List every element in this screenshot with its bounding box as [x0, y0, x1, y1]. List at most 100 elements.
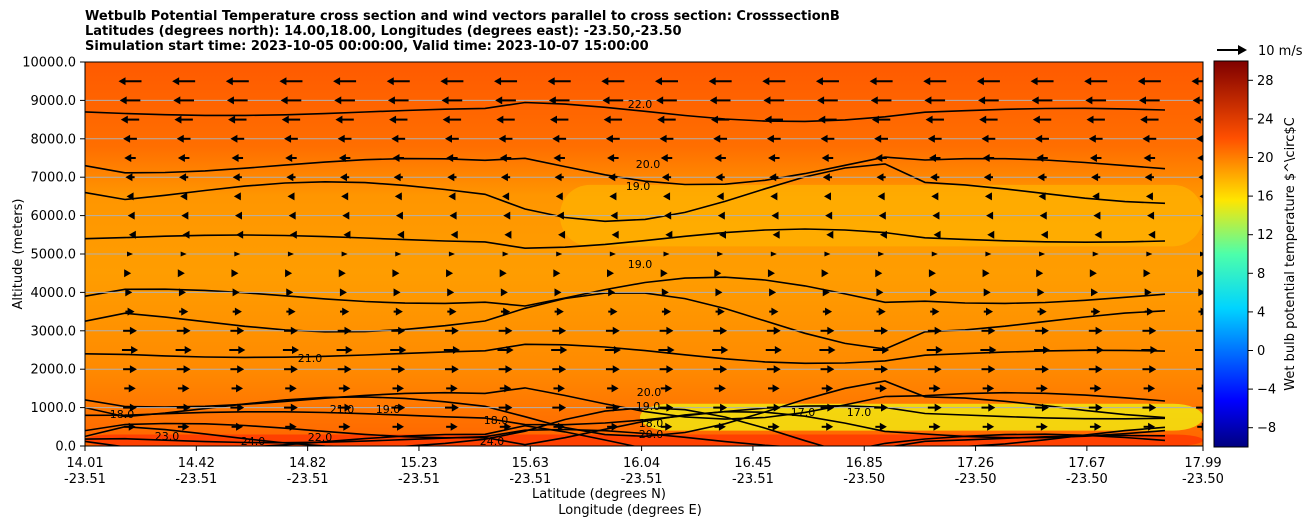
wind-vector	[124, 422, 136, 431]
wind-vector	[986, 211, 994, 220]
wind-vector	[500, 307, 511, 316]
wind-vector	[447, 307, 457, 316]
wind-vector	[1142, 326, 1157, 335]
wind-vector	[982, 422, 995, 431]
wind-vector	[232, 173, 242, 182]
wind-vector	[1088, 326, 1103, 335]
x-tick-label-lat: 15.23	[400, 456, 437, 471]
wind-vector	[713, 134, 728, 143]
wind-vector	[1144, 288, 1152, 297]
wind-vector	[338, 154, 351, 162]
wind-vector	[818, 115, 837, 124]
wind-vector	[769, 307, 779, 316]
wind-vector	[611, 230, 619, 239]
wind-vector	[448, 251, 455, 257]
wind-vector	[392, 384, 404, 393]
wind-vector	[1142, 365, 1157, 374]
wind-vector	[387, 96, 409, 105]
wind-vector	[715, 307, 725, 316]
wind-vector	[499, 422, 512, 431]
wind-vector	[659, 365, 674, 374]
wind-vector	[821, 422, 834, 431]
wind-vector	[338, 422, 351, 431]
title-line-1: Wetbulb Potential Temperature cross sect…	[85, 9, 840, 24]
wind-vector	[392, 269, 400, 278]
wind-vector	[341, 251, 348, 257]
colorbar-gradient	[1213, 60, 1249, 448]
wind-vector	[1088, 134, 1103, 143]
wind-vector	[1191, 77, 1203, 86]
wind-vector	[1192, 96, 1203, 105]
wind-vector	[659, 134, 674, 143]
wind-vector	[285, 422, 297, 431]
wind-vector	[766, 403, 781, 412]
colorbar-tick-label: 16	[1257, 190, 1274, 205]
wind-vector	[608, 173, 618, 182]
x-tick-label-lon: -23.50	[843, 472, 885, 487]
wind-vector	[1086, 115, 1105, 124]
wind-vector	[869, 77, 893, 86]
wind-vector	[607, 269, 614, 278]
wind-vector	[494, 77, 518, 86]
wind-vector	[554, 173, 564, 182]
wind-vector	[931, 192, 939, 201]
title-line-2: Latitudes (degrees north): 14.00,18.00, …	[85, 24, 682, 39]
x-tick-label-lat: 17.99	[1184, 456, 1221, 471]
wind-vector	[605, 134, 620, 143]
plot-area	[85, 62, 1203, 446]
wind-vector	[177, 269, 185, 278]
wind-vector	[764, 115, 783, 124]
quiver-key-label: 10 m/s	[1258, 44, 1303, 59]
contour-line	[85, 406, 1166, 446]
wind-vector	[502, 251, 509, 257]
wind-vector	[766, 134, 781, 143]
wind-vector	[1199, 194, 1203, 199]
wind-vector	[871, 115, 891, 124]
wind-vector	[877, 192, 885, 201]
wind-vector	[1092, 192, 1100, 201]
wind-vector	[394, 192, 402, 201]
wind-vector	[607, 154, 619, 162]
wind-vector	[338, 269, 346, 278]
contour-label: 21.0	[298, 352, 323, 365]
wind-vector	[605, 326, 620, 335]
wind-vector	[499, 269, 507, 278]
wind-vector	[236, 230, 244, 239]
wind-vector	[225, 77, 249, 86]
wind-vector	[126, 192, 134, 201]
wind-vector	[981, 134, 996, 143]
wind-vector	[1030, 77, 1054, 86]
wind-vector	[602, 96, 624, 105]
contour-line	[85, 276, 1166, 307]
wind-vector	[548, 96, 570, 105]
wind-vector	[1031, 96, 1053, 105]
wind-vector	[822, 173, 833, 182]
wind-vector	[125, 307, 135, 316]
wind-vector	[1143, 422, 1156, 431]
wind-vector	[556, 251, 563, 257]
wind-vector	[1198, 307, 1203, 316]
contour-line	[85, 428, 1166, 446]
wind-vector	[128, 230, 136, 239]
wind-vector	[978, 96, 999, 105]
wind-vector	[713, 365, 728, 374]
wind-vector	[498, 403, 513, 412]
wind-vector	[228, 115, 247, 124]
contour-line	[85, 163, 1166, 223]
x-tick-label-lat: 17.26	[957, 456, 994, 471]
wind-vector	[1040, 230, 1048, 239]
wind-vector	[391, 326, 406, 335]
wind-vector	[821, 154, 834, 162]
wind-vector	[334, 96, 355, 105]
wind-vector	[554, 307, 564, 316]
contour-line	[85, 343, 1166, 365]
contour-label: 22.0	[308, 431, 333, 444]
colorbar-label: Wet bulb potential temperature $^\circ$C	[1283, 117, 1298, 390]
wind-vector	[1085, 96, 1107, 105]
y-tick-label: 5000.0	[31, 248, 77, 263]
wind-vector	[172, 77, 196, 86]
wind-vector	[286, 288, 294, 297]
wind-vector	[768, 154, 780, 162]
wind-vector	[713, 403, 728, 412]
contour-label: 20.0	[636, 158, 661, 171]
